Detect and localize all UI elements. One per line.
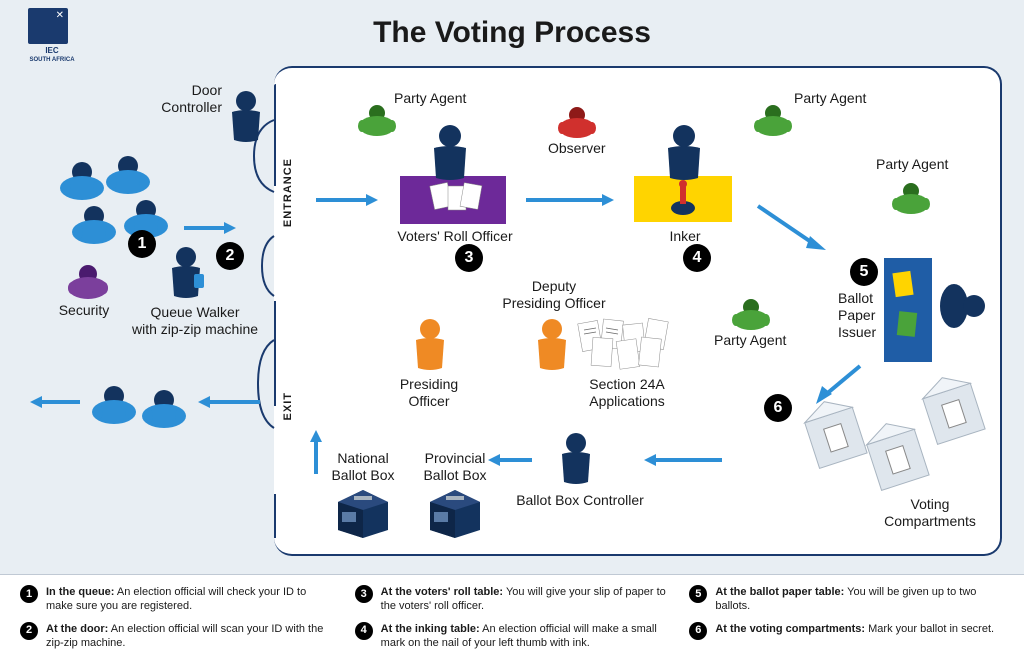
section24a-label: Section 24A Applications	[572, 376, 682, 410]
ballot-box-controller	[554, 432, 598, 493]
inker	[660, 124, 708, 189]
national-ballot-box-label: National Ballot Box	[314, 450, 412, 484]
voters-roll-officer	[426, 124, 474, 189]
voters-roll-officer-label: Voters' Roll Officer	[390, 228, 520, 245]
arrow-6-to-boxes	[636, 450, 726, 470]
party-agent-3-label: Party Agent	[876, 156, 948, 173]
queue-walker-label: Queue Walker with zip-zip machine	[120, 304, 270, 338]
arrow-5-to-6	[810, 360, 870, 410]
voting-booth-3	[918, 372, 988, 455]
inker-label: Inker	[650, 228, 720, 245]
page-title: The Voting Process	[0, 16, 1024, 50]
ballot-paper-issuer-label: Ballot Paper Issuer	[838, 290, 888, 340]
entrance-label: ENTRANCE	[282, 158, 294, 227]
provincial-ballot-box	[424, 482, 486, 538]
party-agent-3	[890, 174, 932, 221]
exit-label: EXIT	[282, 392, 294, 420]
deputy-presiding-officer-label: Deputy Presiding Officer	[494, 278, 614, 312]
ballot-box-controller-label: Ballot Box Controller	[510, 492, 650, 509]
legend-item-2: 2 At the door: An election official will…	[20, 622, 335, 651]
presiding-officer	[408, 318, 452, 379]
voting-compartments-label: Voting Compartments	[870, 496, 990, 530]
party-agent-1-label: Party Agent	[394, 90, 466, 107]
legend-item-6: 6 At the voting compartments: Mark your …	[689, 622, 1004, 640]
voter-exit-1	[90, 376, 138, 429]
step-2-badge: 2	[216, 242, 244, 270]
provincial-ballot-box-label: Provincial Ballot Box	[406, 450, 504, 484]
step-6-badge: 6	[764, 394, 792, 422]
step-1-badge: 1	[128, 230, 156, 258]
voter-queue-3	[70, 196, 118, 249]
security-label: Security	[44, 302, 124, 319]
national-ballot-box	[332, 482, 394, 538]
voter-exit-2	[140, 380, 188, 433]
security-person	[66, 256, 110, 305]
legend-item-4: 4 At the inking table: An election offic…	[355, 622, 670, 651]
arrow-exit-out	[194, 392, 264, 412]
ballot-paper-desk	[884, 258, 932, 362]
queue-walker	[164, 246, 208, 307]
door-controller-label: Door Controller	[142, 82, 222, 116]
arrow-queue-to-door	[180, 218, 240, 238]
door-controller	[224, 90, 268, 151]
observer	[556, 98, 598, 145]
legend-item-3: 3 At the voters' roll table: You will gi…	[355, 585, 670, 614]
party-agent-2-label: Party Agent	[794, 90, 866, 107]
party-agent-4	[730, 290, 772, 337]
arrow-entrance-in	[312, 190, 382, 210]
arrow-exit-away	[28, 392, 84, 412]
legend-item-5: 5 At the ballot paper table: You will be…	[689, 585, 1004, 614]
arrow-4-to-5	[754, 200, 834, 260]
iec-logo: IEC SOUTH AFRICA	[28, 8, 76, 66]
step-5-badge: 5	[850, 258, 878, 286]
step-4-badge: 4	[683, 244, 711, 272]
legend-item-1: 1 In the queue: An election official wil…	[20, 585, 335, 614]
party-agent-1	[356, 96, 398, 143]
legend: 1 In the queue: An election official wil…	[0, 574, 1024, 661]
presiding-officer-label: Presiding Officer	[384, 376, 474, 410]
section24a-papers	[576, 314, 680, 374]
deputy-presiding-officer	[530, 318, 574, 379]
party-agent-4-label: Party Agent	[714, 332, 786, 349]
party-agent-2	[752, 96, 794, 143]
arrow-3-to-4	[522, 190, 618, 210]
ballot-paper-issuer	[936, 282, 992, 335]
observer-label: Observer	[548, 140, 606, 157]
step-3-badge: 3	[455, 244, 483, 272]
